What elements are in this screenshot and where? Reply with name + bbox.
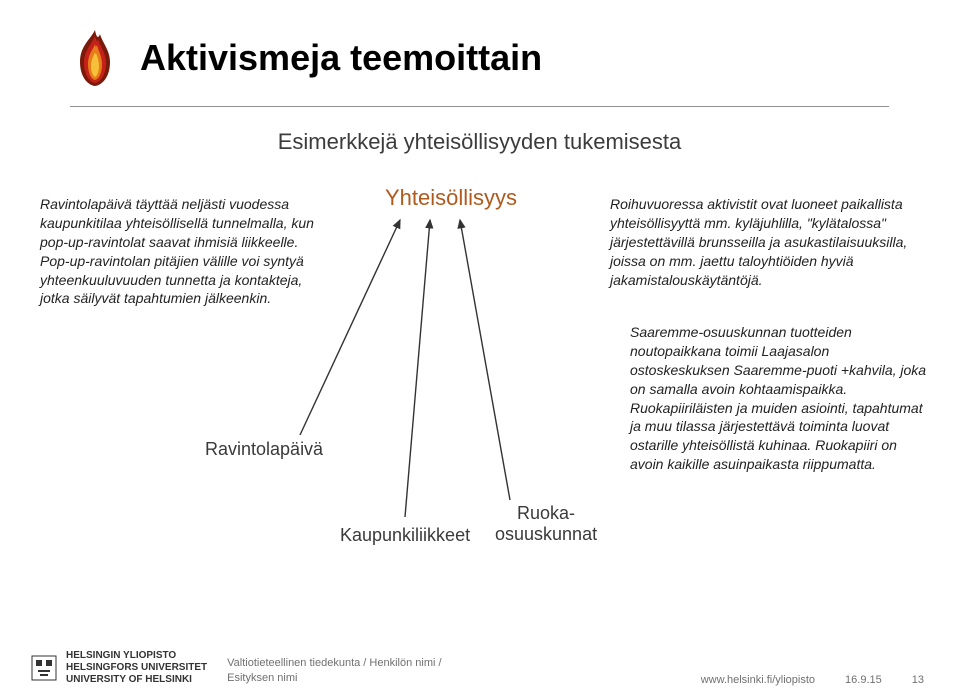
right-description-2: Saaremme-osuuskunnan tuotteiden noutopai… — [630, 323, 930, 474]
slide-header: Aktivismeja teemoittain — [0, 0, 959, 88]
divider-line — [70, 106, 889, 107]
flame-icon — [70, 28, 120, 88]
slide-title: Aktivismeja teemoittain — [140, 37, 542, 79]
university-logo: HELSINGIN YLIOPISTO HELSINGFORS UNIVERSI… — [30, 650, 207, 686]
footer-dept: Valtiotieteellinen tiedekunta / Henkilön… — [227, 656, 441, 671]
footer-url: www.helsinki.fi/yliopisto — [701, 674, 815, 686]
diagram-area: Ravintolapäivä täyttää neljästi vuodessa… — [0, 155, 959, 595]
center-concept-label: Yhteisöllisyys — [385, 185, 517, 211]
footer-date: 16.9.15 — [845, 674, 882, 686]
slide-footer: HELSINGIN YLIOPISTO HELSINGFORS UNIVERSI… — [0, 650, 959, 686]
uni-name-sv: HELSINGFORS UNIVERSITET — [66, 662, 207, 674]
node-ravintolapaiva: Ravintolapäivä — [205, 439, 323, 460]
left-description: Ravintolapäivä täyttää neljästi vuodessa… — [40, 195, 320, 308]
footer-meta: Valtiotieteellinen tiedekunta / Henkilön… — [227, 656, 441, 686]
uni-name-en: UNIVERSITY OF HELSINKI — [66, 674, 207, 686]
node-ruokaosuuskunnat: Ruoka- osuuskunnat — [495, 503, 597, 545]
node-ruoka-line1: Ruoka- — [517, 503, 575, 523]
right-description-1: Roihuvuoressa aktivistit ovat luoneet pa… — [610, 195, 920, 289]
node-kaupunkiliikkeet: Kaupunkiliikkeet — [340, 525, 470, 546]
footer-presentation: Esityksen nimi — [227, 671, 441, 686]
footer-page: 13 — [912, 674, 924, 686]
footer-right: www.helsinki.fi/yliopisto 16.9.15 13 — [701, 674, 924, 686]
uni-name-fi: HELSINGIN YLIOPISTO — [66, 650, 207, 662]
slide-subtitle: Esimerkkejä yhteisöllisyyden tukemisesta — [0, 129, 959, 155]
node-ruoka-line2: osuuskunnat — [495, 524, 597, 544]
logo-icon — [30, 654, 58, 682]
